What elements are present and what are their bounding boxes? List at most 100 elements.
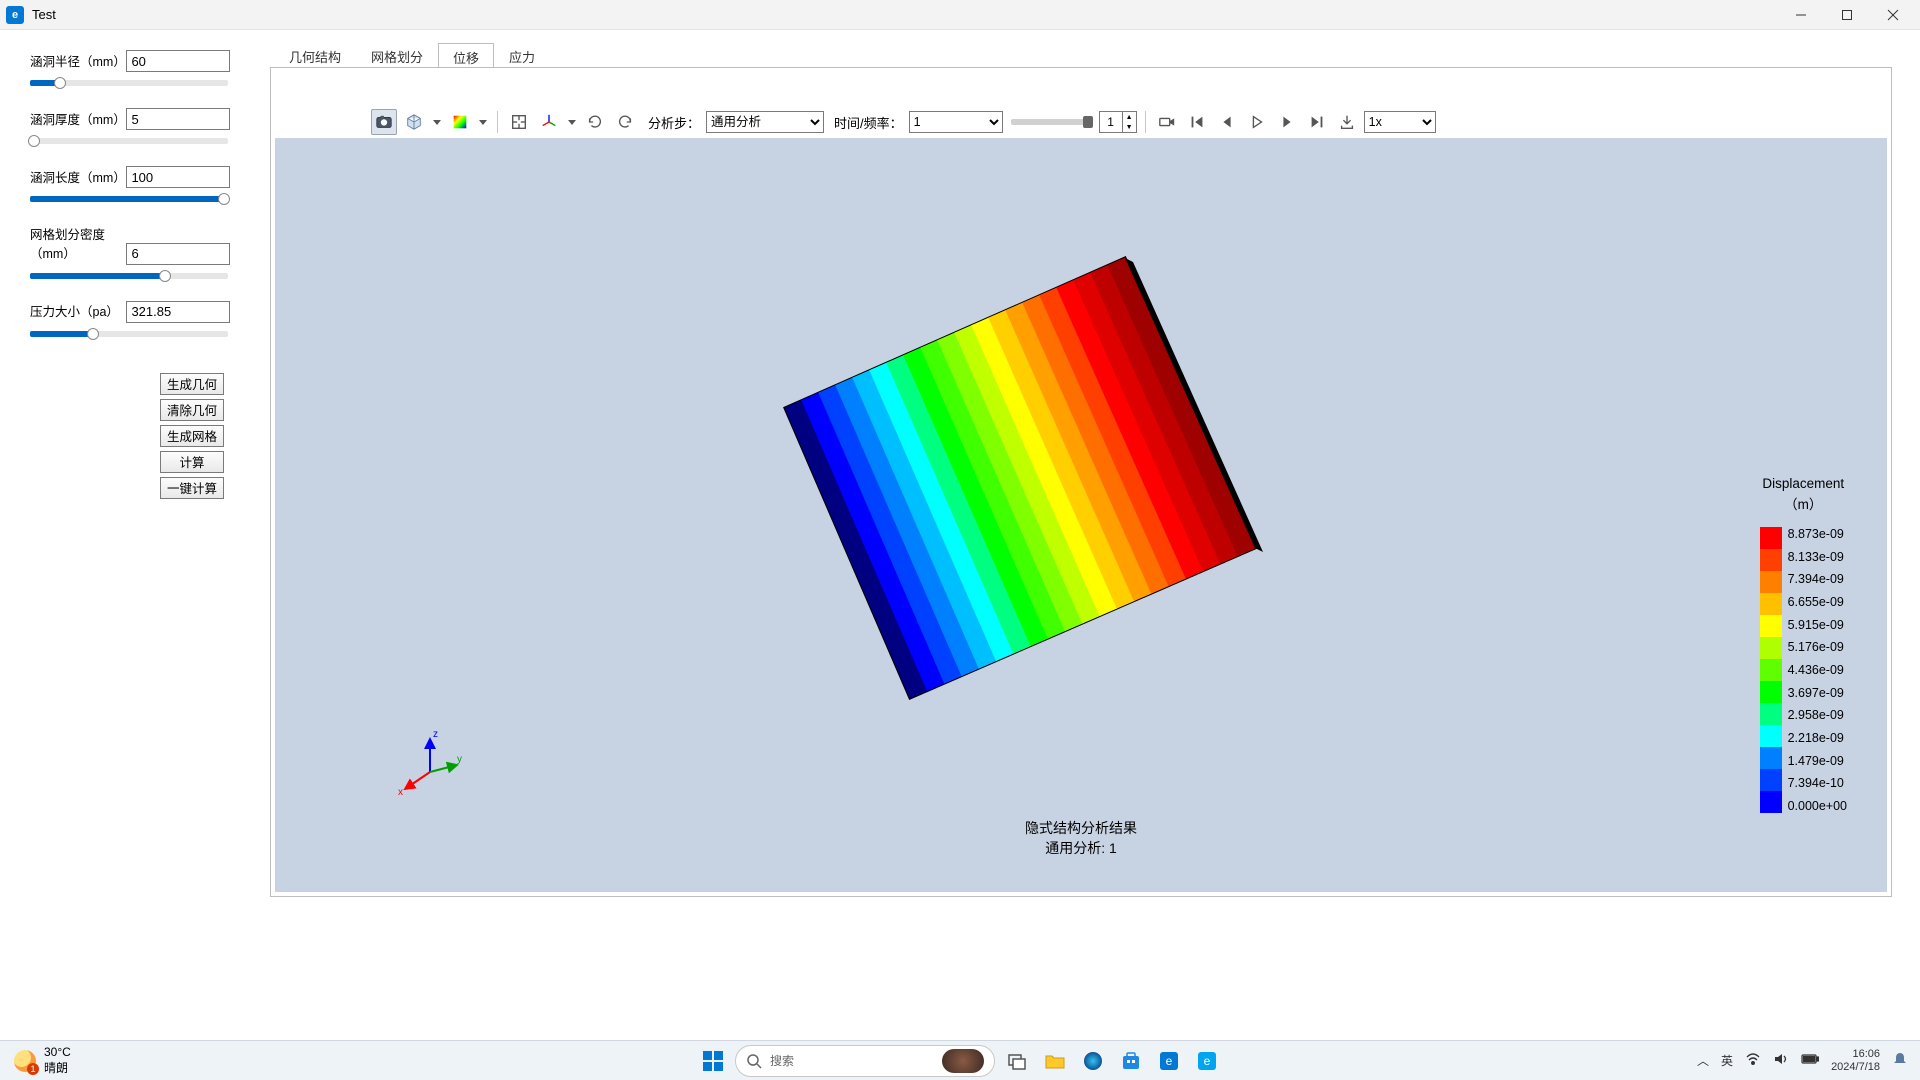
param-radius-input[interactable]: [126, 50, 230, 72]
app-1-button[interactable]: e: [1153, 1045, 1185, 1077]
generate-mesh-button[interactable]: 生成网格: [160, 425, 224, 447]
svg-text:e: e: [1166, 1054, 1173, 1068]
taskbar-weather[interactable]: 1 30°C 晴朗: [14, 1045, 71, 1076]
view-cube-dropdown[interactable]: [431, 120, 443, 125]
store-button[interactable]: [1115, 1045, 1147, 1077]
rotate-cw-button[interactable]: [612, 109, 638, 135]
app-2-button[interactable]: e: [1191, 1045, 1223, 1077]
tab-mesh[interactable]: 网格划分: [356, 42, 438, 67]
legend-colorbar: [1760, 527, 1782, 813]
param-length-input[interactable]: [126, 166, 230, 188]
tray-chevron-icon[interactable]: ︿: [1697, 1052, 1709, 1069]
task-view-button[interactable]: [1001, 1045, 1033, 1077]
param-mesh-density-label: 网格划分密度（mm）: [30, 224, 122, 262]
legend-value: 7.394e-09: [1788, 572, 1847, 586]
tab-displacement[interactable]: 位移: [438, 43, 494, 68]
result-tabs: 几何结构 网格划分 位移 应力: [274, 42, 1892, 67]
param-pressure: 压力大小（pa）: [30, 301, 236, 337]
time-freq-label: 时间/频率：: [834, 113, 903, 132]
legend-value: 6.655e-09: [1788, 595, 1847, 609]
app-icon: e: [6, 6, 24, 24]
tab-geometry[interactable]: 几何结构: [274, 42, 356, 67]
result-panel: 分析步： 通用分析 时间/频率： 1 ▲▼ 1x: [270, 67, 1892, 897]
frame-spinner-down[interactable]: ▼: [1123, 122, 1136, 132]
param-thickness-label: 涵洞厚度（mm）: [30, 109, 122, 128]
taskbar-center: 搜索 e e: [697, 1045, 1223, 1077]
notifications-icon[interactable]: [1892, 1051, 1908, 1070]
axis-dropdown[interactable]: [566, 120, 578, 125]
legend-value: 7.394e-10: [1788, 776, 1847, 790]
weather-badge: 1: [27, 1063, 39, 1075]
param-length-slider[interactable]: [30, 196, 228, 202]
weather-desc: 晴朗: [44, 1059, 71, 1076]
taskbar-clock[interactable]: 16:06 2024/7/18: [1831, 1048, 1880, 1073]
param-sidebar: 涵洞半径（mm） 涵洞厚度（mm） 涵洞长度（mm） 网格划分密度（mm） 压力…: [30, 50, 236, 503]
edge-button[interactable]: [1077, 1045, 1109, 1077]
colormap-dropdown[interactable]: [477, 120, 489, 125]
file-explorer-button[interactable]: [1039, 1045, 1071, 1077]
generate-geometry-button[interactable]: 生成几何: [160, 373, 224, 395]
param-length: 涵洞长度（mm）: [30, 166, 236, 202]
viewport-caption: 隐式结构分析结果 通用分析: 1: [1025, 818, 1137, 858]
legend-value: 2.958e-09: [1788, 708, 1847, 722]
viewport-3d[interactable]: z y x 隐式结构分析结果 通用分析: 1 Displacement （m） …: [275, 138, 1887, 892]
frame-spinner-input[interactable]: [1099, 111, 1123, 133]
battery-icon[interactable]: [1801, 1053, 1819, 1068]
param-length-label: 涵洞长度（mm）: [30, 167, 122, 186]
rotate-ccw-button[interactable]: [582, 109, 608, 135]
caption-line-1: 隐式结构分析结果: [1025, 818, 1137, 838]
export-button[interactable]: [1334, 109, 1360, 135]
param-mesh-density: 网格划分密度（mm）: [30, 224, 236, 279]
legend-value: 5.176e-09: [1788, 640, 1847, 654]
window-title: Test: [32, 7, 56, 22]
param-radius-slider[interactable]: [30, 80, 228, 86]
axis-triad: z y x: [395, 727, 465, 802]
goto-last-button[interactable]: [1304, 109, 1330, 135]
weather-temp: 30°C: [44, 1045, 71, 1059]
param-mesh-density-slider[interactable]: [30, 273, 228, 279]
param-pressure-slider[interactable]: [30, 331, 228, 337]
step-back-button[interactable]: [1214, 109, 1240, 135]
search-highlight-icon: [942, 1049, 984, 1073]
close-button[interactable]: [1870, 0, 1916, 30]
axis-toggle-button[interactable]: [536, 109, 562, 135]
play-button[interactable]: [1244, 109, 1270, 135]
playback-speed-select[interactable]: 1x: [1364, 111, 1436, 133]
view-cube-button[interactable]: [401, 109, 427, 135]
time-slider[interactable]: [1011, 119, 1091, 125]
param-mesh-density-input[interactable]: [126, 243, 230, 265]
frame-spinner[interactable]: ▲▼: [1099, 111, 1137, 133]
maximize-button[interactable]: [1824, 0, 1870, 30]
clock-date: 2024/7/18: [1831, 1061, 1880, 1074]
one-click-compute-button[interactable]: 一键计算: [160, 477, 224, 499]
param-pressure-input[interactable]: [126, 301, 230, 323]
taskbar-search[interactable]: 搜索: [735, 1045, 995, 1077]
time-freq-select[interactable]: 1: [909, 111, 1003, 133]
fit-view-button[interactable]: [506, 109, 532, 135]
goto-first-button[interactable]: [1184, 109, 1210, 135]
wifi-icon[interactable]: [1745, 1051, 1761, 1070]
screenshot-button[interactable]: [371, 109, 397, 135]
legend-value: 8.873e-09: [1788, 527, 1847, 541]
param-thickness-input[interactable]: [126, 108, 230, 130]
tab-stress[interactable]: 应力: [494, 42, 550, 67]
minimize-button[interactable]: [1778, 0, 1824, 30]
volume-icon[interactable]: [1773, 1051, 1789, 1070]
start-button[interactable]: [697, 1045, 729, 1077]
analysis-step-label: 分析步：: [648, 113, 700, 132]
param-thickness-slider[interactable]: [30, 138, 228, 144]
analysis-step-select[interactable]: 通用分析: [706, 111, 824, 133]
weather-icon: 1: [14, 1050, 36, 1072]
titlebar: e Test: [0, 0, 1920, 30]
clear-geometry-button[interactable]: 清除几何: [160, 399, 224, 421]
record-button[interactable]: [1154, 109, 1180, 135]
viewport-toolbar: 分析步： 通用分析 时间/频率： 1 ▲▼ 1x: [371, 108, 1791, 136]
step-forward-button[interactable]: [1274, 109, 1300, 135]
compute-button[interactable]: 计算: [160, 451, 224, 473]
colormap-button[interactable]: [447, 109, 473, 135]
taskbar-tray: ︿ 英 16:06 2024/7/18: [1697, 1048, 1908, 1073]
frame-spinner-up[interactable]: ▲: [1123, 112, 1136, 122]
ime-indicator[interactable]: 英: [1721, 1052, 1733, 1069]
content-area: 几何结构 网格划分 位移 应力 分析步： 通用分析 时间/频率：: [270, 42, 1892, 897]
param-thickness: 涵洞厚度（mm）: [30, 108, 236, 144]
